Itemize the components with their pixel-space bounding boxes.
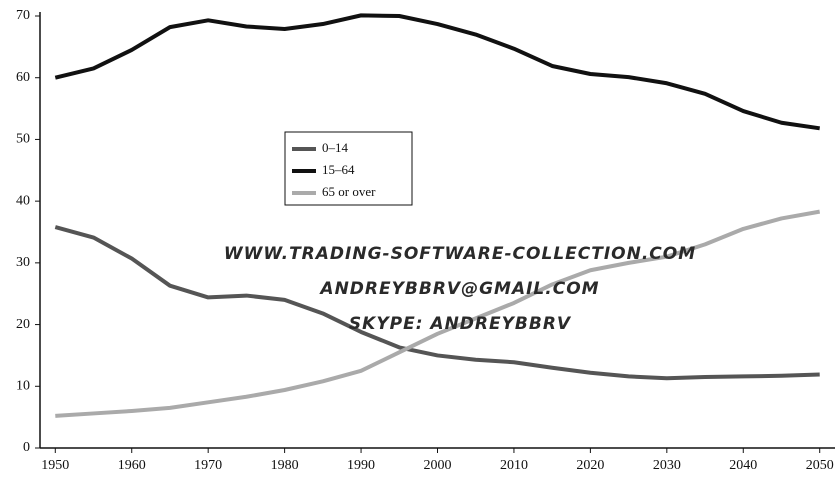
legend-label: 65 or over [322, 184, 376, 199]
y-tick-label: 60 [16, 70, 30, 85]
annotation: WWW.TRADING-SOFTWARE-COLLECTION.COM [224, 244, 696, 264]
legend-label: 15–64 [322, 162, 355, 177]
y-tick-label: 70 [16, 8, 30, 23]
series-line [55, 209, 821, 418]
y-tick-label: 30 [16, 255, 30, 270]
y-tick-label: 20 [16, 317, 30, 332]
x-tick-label: 2020 [576, 458, 604, 473]
x-tick-label: 1980 [271, 458, 299, 473]
x-tick-label: 2030 [653, 458, 681, 473]
series-line [54, 13, 820, 131]
x-tick-label: 2010 [500, 458, 528, 473]
series-line [54, 225, 820, 381]
x-tick-label: 2040 [729, 458, 757, 473]
x-tick-label: 1970 [194, 458, 222, 473]
annotation: ANDREYBBRV@GMAIL.COM [318, 279, 599, 299]
y-tick-label: 10 [16, 379, 30, 394]
legend-label: 0–14 [322, 140, 349, 155]
x-tick-label: 1950 [41, 458, 69, 473]
x-tick-label: 1960 [118, 458, 146, 473]
y-tick-label: 0 [23, 440, 30, 455]
annotation: SKYPE: ANDREYBBRV [349, 314, 572, 334]
x-tick-label: 2000 [424, 458, 452, 473]
y-tick-label: 40 [16, 193, 30, 208]
y-tick-label: 50 [16, 132, 30, 147]
x-tick-label: 1990 [347, 458, 375, 473]
x-tick-label: 2050 [806, 458, 834, 473]
